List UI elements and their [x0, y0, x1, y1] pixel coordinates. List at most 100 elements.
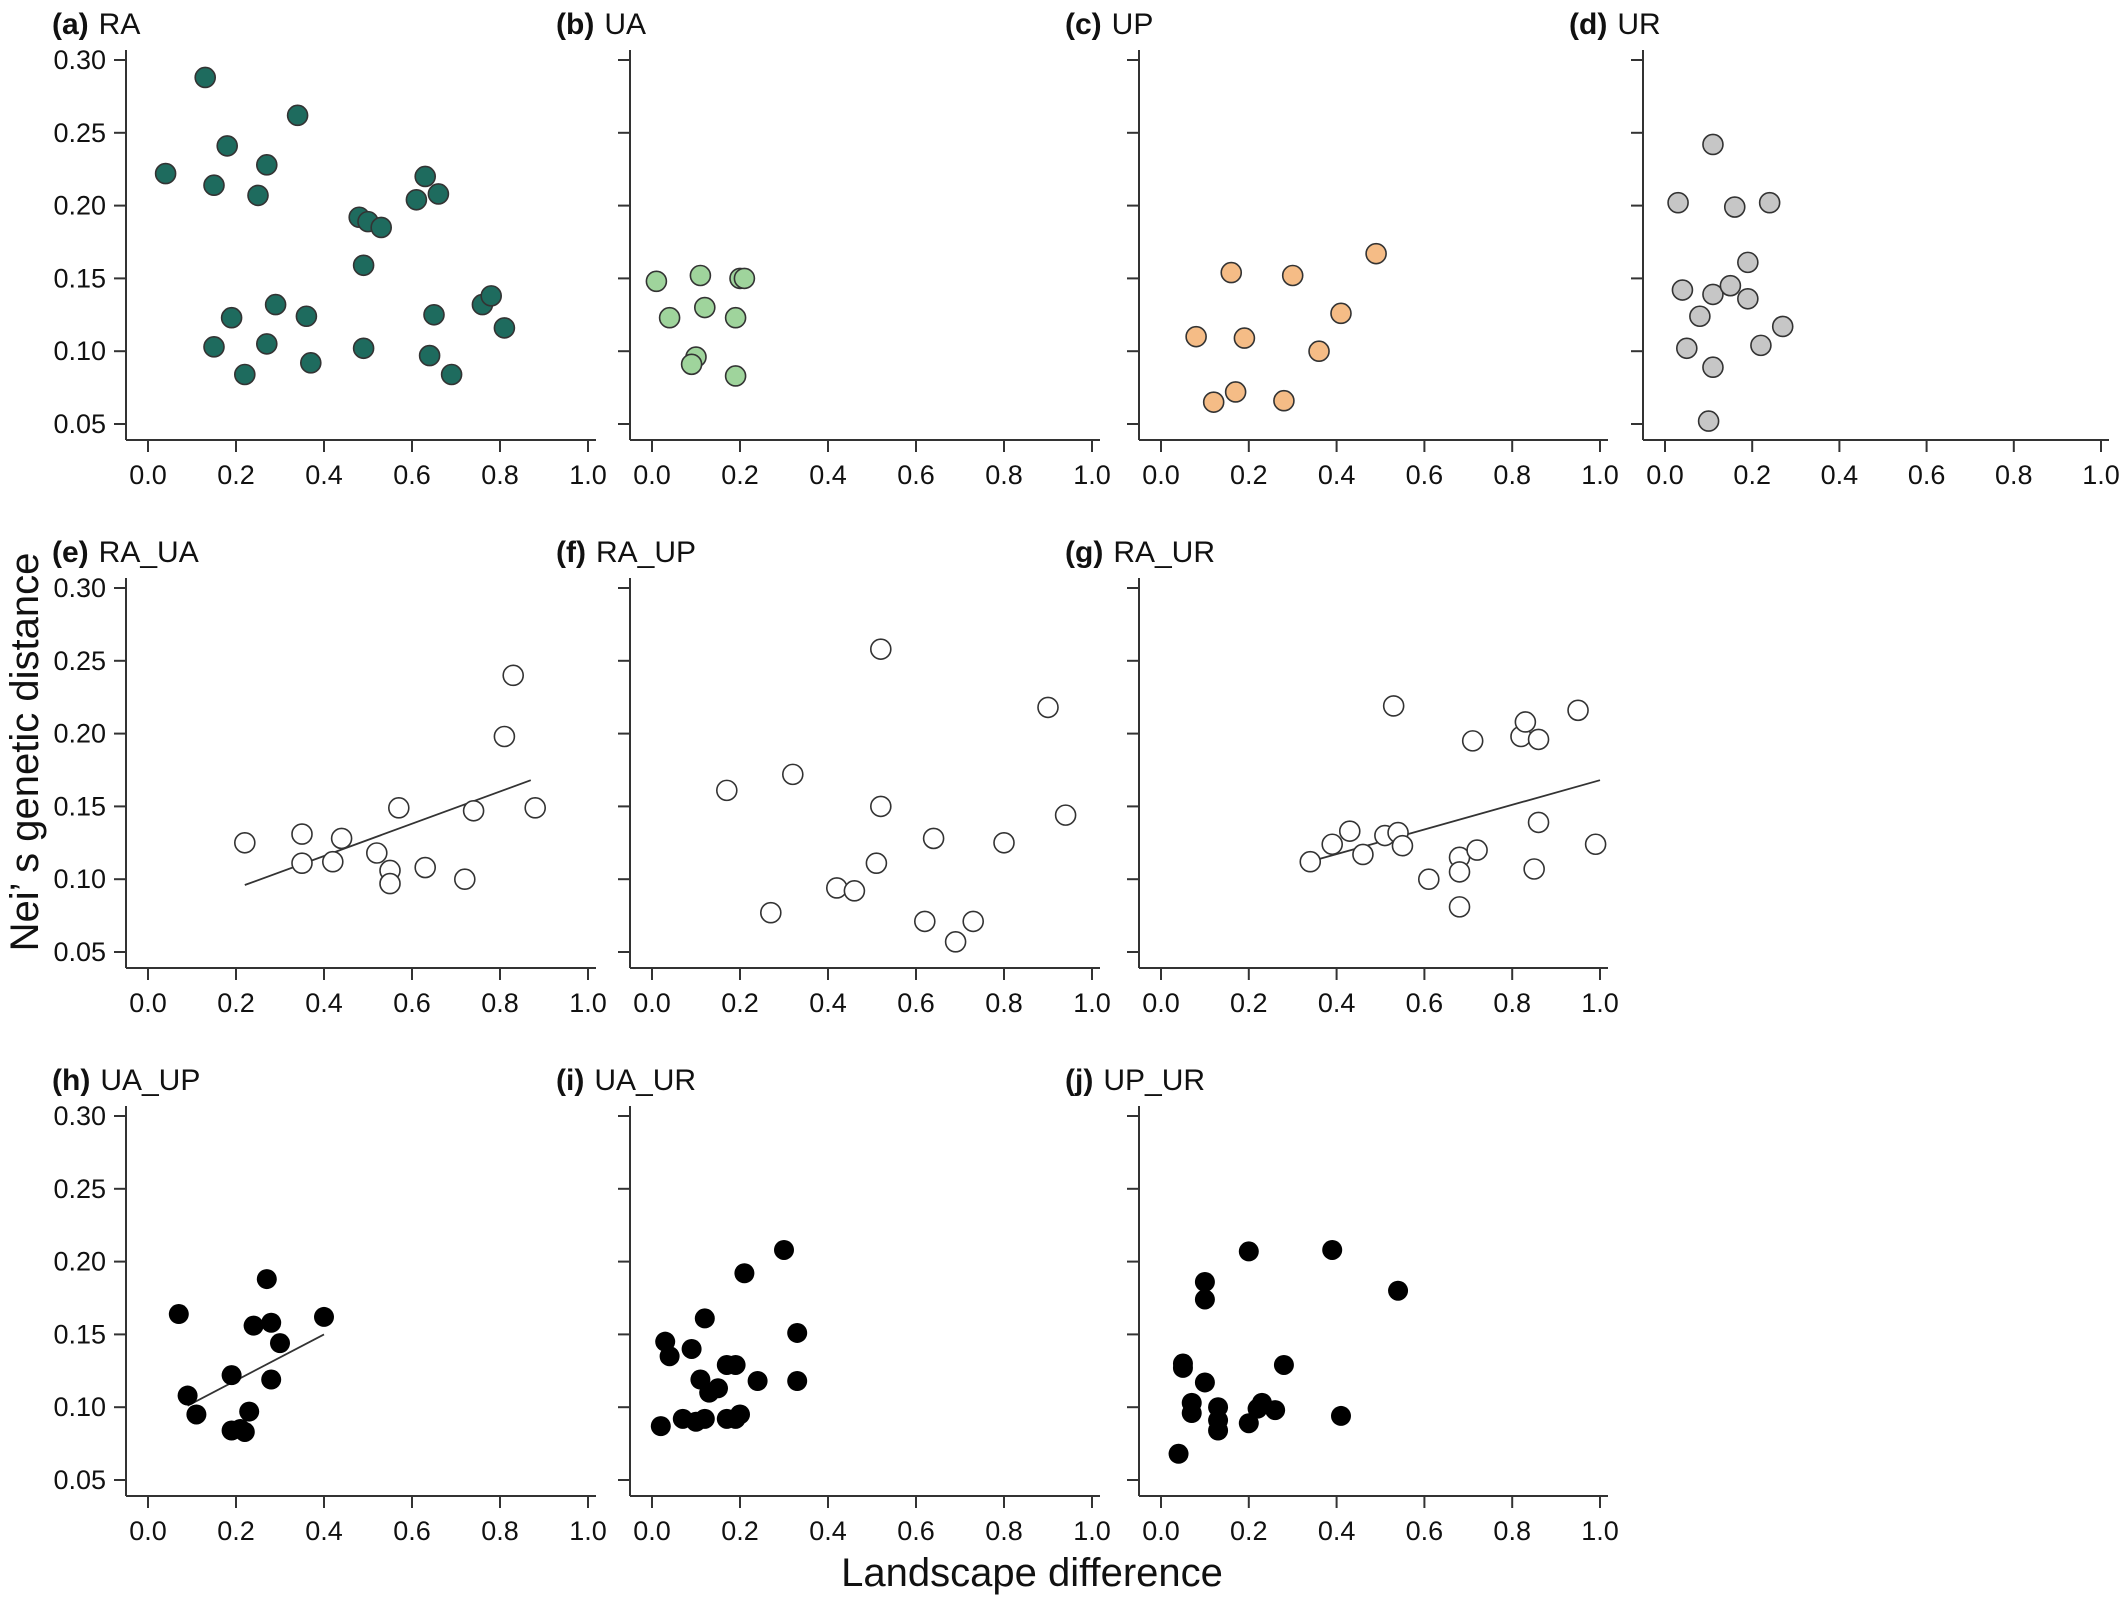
data-point: [1527, 811, 1550, 834]
y-tick-label: 0.30: [53, 573, 106, 603]
y-tick-label: 0.20: [53, 719, 106, 749]
x-axis-title: Landscape difference: [841, 1551, 1223, 1595]
data-point: [1273, 389, 1295, 412]
data-point: [913, 910, 936, 933]
panel-ua-ur: (i) UA_UR 0.0 0.2 0.4 0.6 0.8 1.0: [556, 1064, 1111, 1546]
panel-letter: (d): [1569, 8, 1607, 41]
x-tick-label: 0.0: [1142, 460, 1180, 490]
panel-letter: (f): [556, 536, 586, 569]
data-point: [256, 1269, 277, 1290]
x-tick-label: 0.4: [305, 460, 343, 490]
y-tick-label: 0.20: [53, 1247, 106, 1277]
data-point: [1417, 868, 1440, 891]
panel-letter: (b): [556, 8, 594, 41]
data-point: [291, 852, 313, 874]
x-tick-label: 0.8: [1493, 988, 1531, 1018]
y-tick-label: 0.15: [53, 1319, 106, 1349]
data-point: [922, 827, 945, 850]
x-tick-label: 0.8: [985, 460, 1023, 490]
x-tick-label: 0.8: [481, 1516, 519, 1546]
data-point: [1448, 896, 1471, 918]
x-tick-label: 0.0: [129, 460, 167, 490]
x-tick-label: 1.0: [2082, 460, 2120, 490]
panel-name: UA_UR: [594, 1064, 696, 1097]
data-point: [724, 365, 747, 387]
data-point: [1194, 1271, 1215, 1292]
data-point: [1391, 834, 1414, 857]
panel-title: (e) RA_UA: [52, 536, 199, 569]
x-tick-label: 0.2: [1230, 988, 1268, 1018]
data-point: [1771, 315, 1794, 338]
data-point: [243, 1315, 264, 1336]
data-point: [291, 823, 313, 845]
x-tick-label: 0.6: [897, 988, 935, 1018]
panel-title: (j) UP_UR: [1065, 1064, 1205, 1097]
y-tick-label: 0.10: [53, 336, 106, 366]
data-point: [1208, 1420, 1229, 1441]
data-point: [234, 363, 256, 386]
data-point: [352, 254, 375, 277]
data-point: [1466, 839, 1488, 861]
x-tick-label: 0.8: [1995, 460, 2033, 490]
x-tick-label: 0.8: [481, 988, 519, 1018]
y-tick-label: 0.15: [53, 791, 106, 821]
data-point: [1194, 1372, 1215, 1393]
x-tick-label: 0.0: [633, 988, 671, 1018]
data-point: [787, 1322, 808, 1343]
data-point: [1382, 695, 1405, 717]
panel-letter: (c): [1065, 8, 1102, 41]
data-point: [154, 162, 177, 185]
x-tick-label: 0.6: [393, 988, 431, 1018]
data-point: [1322, 1239, 1343, 1260]
y-tick-label: 0.20: [53, 191, 106, 221]
data-point: [418, 344, 441, 367]
data-point: [725, 1354, 746, 1375]
data-point: [734, 1263, 755, 1284]
data-point: [1667, 191, 1689, 214]
data-point: [869, 795, 892, 818]
y-tick-label: 0.05: [53, 409, 106, 439]
data-point: [255, 333, 278, 355]
x-tick-label: 0.2: [721, 988, 759, 1018]
data-point: [1330, 302, 1352, 325]
data-point: [787, 1370, 808, 1391]
data-point: [186, 1404, 207, 1425]
data-point: [370, 216, 393, 239]
panel-letter: (a): [52, 8, 89, 41]
x-tick-label: 1.0: [1073, 988, 1111, 1018]
data-point: [261, 1369, 282, 1390]
y-tick-label: 0.25: [53, 646, 106, 676]
data-point: [1233, 327, 1256, 349]
data-point: [689, 264, 712, 287]
x-tick-label: 0.4: [809, 460, 847, 490]
data-point: [1321, 833, 1344, 856]
x-tick-label: 0.2: [1733, 460, 1771, 490]
x-tick-label: 0.4: [809, 1516, 847, 1546]
data-point: [270, 1333, 290, 1354]
data-point: [1702, 356, 1724, 379]
x-tick-label: 0.0: [1142, 988, 1180, 1018]
data-point: [427, 183, 450, 205]
x-tick-label: 0.6: [897, 460, 935, 490]
data-point: [774, 1239, 794, 1260]
x-tick-label: 0.2: [721, 1516, 759, 1546]
data-point: [1308, 340, 1330, 363]
data-point: [1448, 861, 1471, 883]
y-tick-label: 0.05: [53, 937, 106, 967]
data-point: [715, 779, 738, 802]
data-point: [865, 852, 888, 874]
data-point: [220, 306, 243, 329]
panel-letter: (i): [556, 1064, 584, 1097]
data-point: [1265, 1400, 1286, 1421]
panel-letter: (j): [1065, 1064, 1093, 1097]
data-point: [681, 1338, 702, 1359]
x-tick-label: 0.6: [897, 1516, 935, 1546]
x-tick-label: 0.8: [985, 1516, 1023, 1546]
panel-name: UP_UR: [1103, 1064, 1205, 1097]
data-point: [1523, 858, 1545, 880]
panel-name: UA: [604, 8, 646, 41]
data-point: [379, 872, 401, 895]
x-tick-label: 0.6: [1406, 1516, 1444, 1546]
x-tick-label: 0.4: [1318, 460, 1356, 490]
data-point: [1723, 196, 1746, 218]
